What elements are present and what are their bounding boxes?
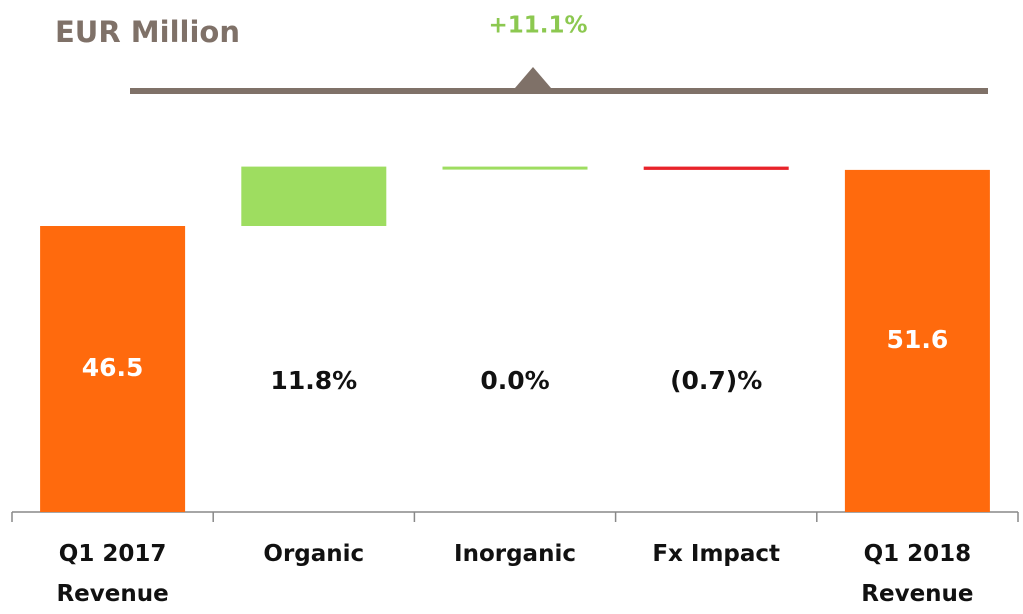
chart-title: EUR Million xyxy=(55,15,240,49)
bar xyxy=(241,166,387,226)
x-tick-label: Fx Impact xyxy=(652,541,781,567)
change-label: 0.0% xyxy=(480,366,549,395)
change-label: 11.8% xyxy=(270,366,357,395)
change-label: (0.7)% xyxy=(670,366,762,395)
x-tick-label: Inorganic xyxy=(454,541,576,567)
value-label: 51.6 xyxy=(887,325,949,354)
bracket-arrow xyxy=(515,67,551,88)
x-tick-label: Q1 2018 Revenue xyxy=(861,541,974,607)
value-label: 46.5 xyxy=(82,353,144,382)
bar xyxy=(442,166,588,170)
bar xyxy=(643,166,789,170)
growth-annotation: +11.1% xyxy=(488,13,587,39)
x-tick-label: Q1 2017 Revenue xyxy=(56,541,169,607)
bar xyxy=(844,169,990,512)
bar xyxy=(40,226,186,512)
x-tick-label: Organic xyxy=(263,541,365,567)
